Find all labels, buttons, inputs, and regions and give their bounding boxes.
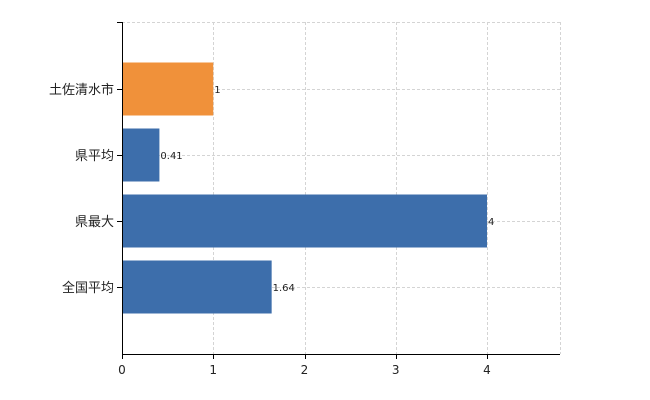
x-tick-label: 1 (209, 363, 217, 377)
x-tick-label: 2 (301, 363, 309, 377)
category-label: 全国平均 (62, 280, 114, 296)
bar-value-label: 4 (488, 217, 494, 228)
chart-grid (122, 22, 561, 354)
bar-value-label: 1 (214, 85, 220, 96)
x-tick-label: 3 (392, 363, 400, 377)
bar-value-label: 0.41 (160, 151, 182, 162)
chart-axes (117, 22, 560, 359)
chart-bars (122, 62, 487, 314)
bar (122, 260, 272, 314)
category-label: 県平均 (75, 149, 114, 164)
bar (122, 194, 487, 248)
bar (122, 62, 214, 116)
bar-value-label: 1.64 (273, 283, 295, 294)
chart-x-tick-labels: 0 1 2 3 4 (118, 363, 491, 377)
chart-value-labels: 1 0.41 4 1.64 (160, 85, 494, 294)
x-tick-label: 4 (483, 363, 491, 377)
x-tick-label: 0 (118, 363, 126, 377)
category-label: 県最大 (75, 215, 114, 230)
category-label: 土佐清水市 (49, 82, 114, 98)
bar (122, 128, 160, 182)
